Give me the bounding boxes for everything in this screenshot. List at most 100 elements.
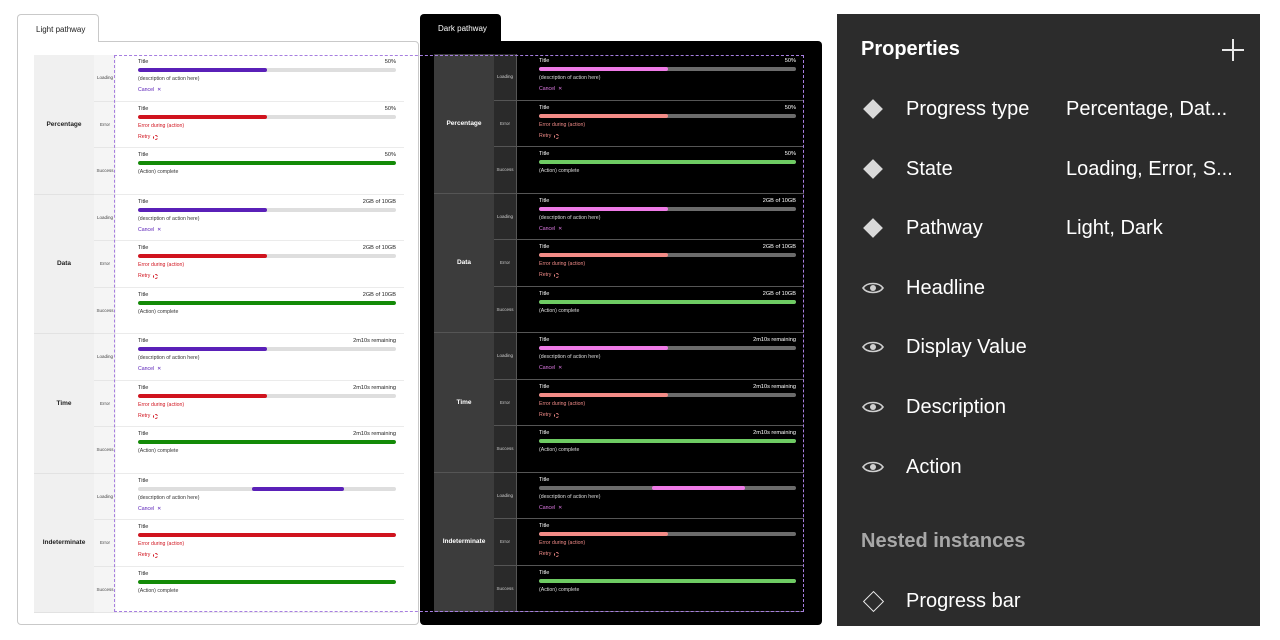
progress-bar[interactable]: Title 2m10s remaining (description of acti… (516, 333, 804, 380)
progress-title: Title (539, 383, 550, 390)
cancel-button[interactable]: Cancel ✕ (138, 506, 396, 513)
property-description[interactable]: Description (861, 392, 1246, 422)
retry-button[interactable]: Retry (138, 413, 396, 420)
progress-header: Title 2GB of 10GB (138, 199, 396, 206)
progress-bar[interactable]: Title 2GB of 10GB (Action) complete (516, 286, 804, 333)
cancel-button[interactable]: Cancel ✕ (539, 505, 796, 512)
progress-bar[interactable]: Title 2GB of 10GB (description of action h… (116, 194, 404, 241)
variant-group-data: Data Loading Title 2GB of 10GB (description … (34, 194, 404, 334)
variant-row-loading: Loading Title 50% (description of action he… (94, 55, 404, 102)
progress-bar[interactable]: Title 50% Error during (action) Retry (516, 100, 804, 147)
progress-bar[interactable]: Title 2m10s remaining (Action) complete (516, 426, 804, 473)
retry-label: Retry (138, 552, 151, 558)
retry-button[interactable]: Retry (138, 134, 396, 141)
progress-bar[interactable]: Title 50% Error during (action) Retry (116, 101, 404, 148)
tab-light-pathway[interactable]: Light pathway (17, 14, 99, 42)
complete-description: (Action) complete (539, 168, 580, 174)
progress-display-value: 2m10s remaining (753, 383, 796, 390)
progress-fill (138, 254, 267, 258)
cancel-button[interactable]: Cancel ✕ (138, 227, 396, 234)
progress-display-value: 2GB of 10GB (362, 245, 396, 251)
progress-track (539, 160, 796, 164)
progress-title: Title (539, 151, 550, 157)
property-label: Progress type (906, 97, 1030, 120)
progress-track (138, 254, 396, 258)
progress-description: (description of action here) (138, 76, 200, 82)
variant-group-indeterminate: Indeterminate Loading Title (description of… (434, 472, 804, 612)
properties-panel: Properties Progress type Percentage, Dat.… (837, 14, 1260, 626)
progress-header: Title 50% (539, 105, 796, 112)
tab-dark-pathway[interactable]: Dark pathway (420, 14, 501, 42)
progress-display-value: 50% (384, 152, 396, 158)
progress-bar[interactable]: Title 2GB of 10GB Error during (action) Ret… (116, 241, 404, 288)
progress-title: Title (539, 290, 550, 297)
cancel-button[interactable]: Cancel ✕ (539, 226, 796, 233)
retry-button[interactable]: Retry (539, 272, 796, 279)
light-pathway-panel: Percentage Loading Title 50% (description of… (17, 41, 419, 625)
progress-description: (description of action here) (138, 355, 200, 361)
variant-group-percentage: Percentage Loading Title 50% (description of… (434, 54, 804, 194)
cancel-button[interactable]: Cancel ✕ (539, 365, 796, 372)
cancel-button[interactable]: Cancel ✕ (539, 86, 796, 93)
state-label: Success (494, 426, 516, 473)
progress-bar[interactable]: Title 2GB of 10GB (description of action h… (516, 193, 804, 240)
retry-button[interactable]: Retry (138, 273, 396, 280)
property-pathway[interactable]: Pathway Light, Dark (861, 213, 1246, 243)
retry-button[interactable]: Retry (138, 552, 396, 559)
property-headline[interactable]: Headline (861, 273, 1246, 303)
progress-type-label: Time (434, 333, 494, 473)
progress-track (138, 68, 396, 72)
progress-bar[interactable]: Title 50% (Action) complete (116, 148, 404, 195)
progress-bar[interactable]: Title 2GB of 10GB (Action) complete (116, 287, 404, 334)
progress-bar[interactable]: Title 2m10s remaining Error during (action… (516, 379, 804, 426)
progress-title: Title (138, 431, 149, 437)
progress-bar[interactable]: Title 2m10s remaining (description of acti… (116, 334, 404, 381)
progress-bar[interactable]: Title (description of action here) Cancel ✕ (516, 472, 804, 519)
progress-display-value: 2m10s remaining (353, 384, 396, 391)
progress-track (539, 299, 796, 304)
variant-row-loading: Loading Title 2m10s remaining (description … (94, 334, 404, 381)
progress-fill (652, 485, 745, 490)
progress-fill (539, 113, 668, 118)
progress-bar[interactable]: Title Error during (action) Retry (116, 520, 404, 567)
error-description: Error during (action) (138, 541, 185, 547)
progress-bar[interactable]: Title 2m10s remaining (Action) complete (116, 427, 404, 474)
progress-bar[interactable]: Title 2m10s remaining Error during (action… (116, 380, 404, 427)
progress-description: (description of action here) (138, 215, 200, 222)
variant-row-loading: Loading Title 50% (description of action he… (494, 54, 804, 101)
variant-row-error: Error Title 2GB of 10GB Error during (actio… (94, 241, 404, 288)
eye-icon (861, 276, 885, 300)
property-state[interactable]: State Loading, Error, S... (861, 154, 1246, 184)
progress-bar[interactable]: Title (Action) complete (516, 565, 804, 612)
progress-bar[interactable]: Title 50% (description of action here) Canc… (116, 55, 404, 102)
state-label: Loading (94, 473, 116, 520)
cancel-button[interactable]: Cancel ✕ (138, 87, 396, 94)
progress-bar[interactable]: Title (Action) complete (116, 566, 404, 613)
progress-bar[interactable]: Title 2GB of 10GB Error during (action) Ret… (516, 240, 804, 287)
property-display-value[interactable]: Display Value (861, 332, 1246, 362)
property-progress-type[interactable]: Progress type Percentage, Dat... (861, 94, 1246, 124)
retry-button[interactable]: Retry (539, 412, 796, 419)
retry-button[interactable]: Retry (539, 551, 796, 558)
state-label: Success (494, 147, 516, 194)
progress-bar[interactable]: Title Error during (action) Retry (516, 519, 804, 566)
cancel-button[interactable]: Cancel ✕ (138, 366, 396, 373)
state-label: Success (94, 148, 116, 195)
retry-button[interactable]: Retry (539, 133, 796, 140)
progress-bar[interactable]: Title 50% (description of action here) Canc… (516, 54, 804, 101)
state-label: Error (94, 241, 116, 288)
property-action[interactable]: Action (861, 452, 1246, 482)
complete-description: (Action) complete (138, 448, 179, 454)
progress-track (138, 486, 396, 491)
progress-bar[interactable]: Title 50% (Action) complete (516, 147, 804, 194)
nested-instance-progress-bar[interactable]: Progress bar (861, 586, 1246, 616)
progress-description: (description of action here) (138, 494, 200, 501)
progress-header: Title 2GB of 10GB (539, 291, 796, 298)
progress-header: Title 2m10s remaining (138, 338, 396, 345)
plus-icon[interactable] (1221, 38, 1245, 62)
progress-title: Title (138, 477, 149, 484)
progress-type-label: Data (34, 194, 94, 334)
progress-bar[interactable]: Title (description of action here) Cancel ✕ (116, 473, 404, 520)
progress-header: Title (539, 477, 796, 484)
state-label: Loading (494, 333, 516, 380)
